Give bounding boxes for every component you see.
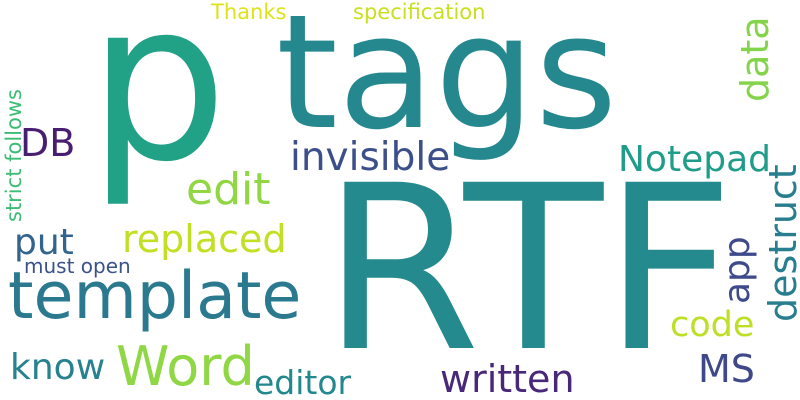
word-db: DB — [20, 121, 76, 165]
word-strict-follows: strict follows — [2, 89, 26, 222]
word-invisible: invisible — [290, 135, 451, 180]
word-code: code — [670, 305, 755, 345]
word-replaced: replaced — [122, 217, 287, 261]
word-know: know — [10, 347, 106, 388]
word-editor: editor — [254, 363, 352, 400]
word-written: written — [440, 357, 575, 400]
word-tags: tags — [276, 0, 618, 165]
word-rtf: RTF — [322, 136, 735, 400]
word-data: data — [733, 16, 777, 102]
word-specification: specification — [353, 0, 486, 24]
word-thanks: Thanks — [211, 0, 287, 24]
word-notepad: Notepad — [618, 139, 771, 180]
word-destruct: destruct — [761, 164, 800, 322]
word-template: template — [8, 259, 302, 334]
word-must-open: must open — [24, 254, 131, 278]
word-app: app — [717, 236, 758, 304]
word-put: put — [14, 222, 74, 263]
word-edit: edit — [186, 164, 271, 215]
word-p: p — [88, 0, 228, 210]
word-ms: MS — [698, 347, 755, 391]
word-word: Word — [116, 335, 255, 398]
